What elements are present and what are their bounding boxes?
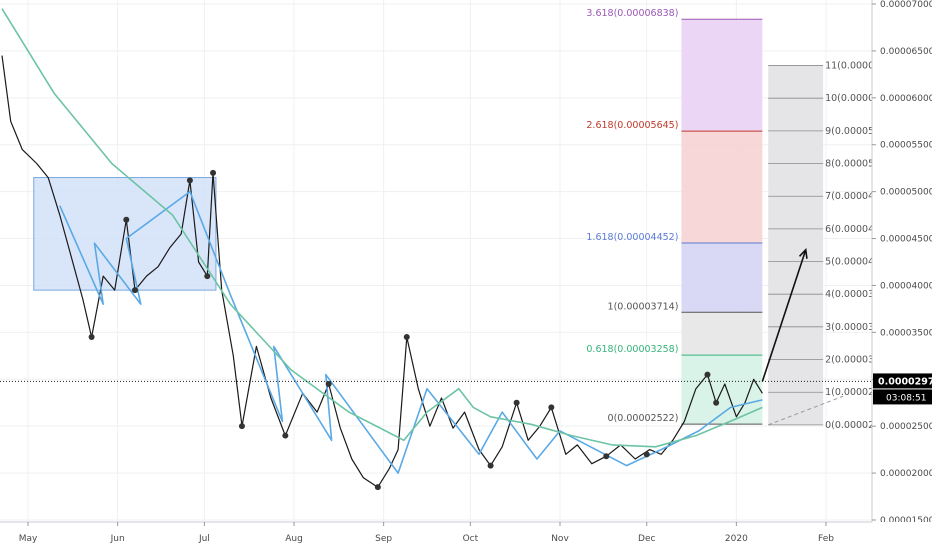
swing-marker: [403, 334, 410, 341]
fib-level-label: 2.618(0.00005645): [586, 120, 678, 131]
swing-marker: [643, 451, 650, 458]
fib-level-label: 1.618(0.00004452): [586, 232, 678, 243]
gann-level-label: 11(0.00006344): [825, 61, 902, 72]
swing-marker: [548, 404, 555, 411]
gann-level-label: 3(0.00003559): [825, 322, 896, 333]
price-tick-label: 0.00006500: [880, 47, 932, 57]
gann-level-label: 6(0.00004603): [825, 224, 896, 235]
fib-zone-band: [681, 131, 763, 244]
swing-marker: [210, 169, 217, 176]
last-price-label: 0.00002977: [878, 376, 932, 387]
last-price-badge: [873, 373, 932, 389]
series-line: [1, 8, 763, 448]
price-tick-label: 0.00007000: [880, 0, 932, 10]
swing-marker: [374, 484, 381, 491]
time-tick-label: Jun: [110, 534, 125, 544]
time-tick-label: Sep: [375, 534, 392, 544]
swing-marker: [513, 399, 520, 406]
swing-marker: [603, 453, 610, 460]
fib-level-label: 3.618(0.00006838): [586, 8, 678, 19]
fib-level-label: 0(0.00002522): [608, 413, 679, 424]
price-tick-label: 0.00002500: [880, 422, 932, 432]
drawing-overlays: [0, 169, 872, 491]
gann-level-label: 1(0.00002862): [825, 387, 896, 398]
countdown-label: 03:08:51: [886, 393, 926, 403]
time-tick-label: Oct: [463, 534, 479, 544]
time-tick-label: Nov: [551, 534, 569, 544]
swing-marker: [325, 380, 332, 387]
countdown-badge: [873, 389, 932, 405]
swing-marker: [282, 432, 289, 439]
gann-level-label: 4(0.00003907): [825, 289, 896, 300]
gann-level-label: 8(0.00005300): [825, 158, 896, 169]
projection-arrow: [761, 249, 807, 382]
swing-marker: [123, 216, 130, 223]
gann-level-label: 9(0.00005648): [825, 126, 896, 137]
fib-extension-zones: 0(0.00002522) 0.618(0.00003258) 1(0.000037…: [33, 8, 902, 431]
gann-fan-line: [767, 395, 844, 426]
range-box: [33, 177, 217, 291]
gann-level-label: 5(0.00004255): [825, 257, 896, 268]
fib-zone-band: [681, 243, 763, 313]
swing-marker: [186, 177, 193, 184]
swing-marker: [487, 462, 494, 469]
price-tick-label: 0.00004000: [880, 281, 932, 291]
swing-marker: [131, 287, 138, 294]
gann-level-label: 7(0.00004951): [825, 191, 896, 202]
swing-marker: [238, 423, 245, 430]
fib-level-label: 1(0.00003714): [608, 301, 679, 312]
gann-zone-band: [768, 65, 824, 425]
time-tick-label: Jul: [198, 534, 210, 544]
price-tick-label: 0.00002000: [880, 469, 932, 479]
fib-zone-band: [681, 312, 763, 356]
gann-level-label: 10(0.00005996): [825, 93, 902, 104]
time-tick-label: Aug: [285, 534, 303, 544]
price-axis-panel: [872, 0, 932, 550]
time-tick-label: Feb: [818, 534, 834, 544]
fib-zone-band: [681, 19, 763, 132]
price-tick-label: 0.00004500: [880, 235, 932, 245]
swing-marker: [713, 399, 720, 406]
price-tick-label: 0.00005500: [880, 141, 932, 151]
swing-marker: [704, 371, 711, 378]
gann-level-label: 2(0.00003211): [825, 354, 896, 365]
price-tick-label: 0.00006000: [880, 94, 932, 104]
time-tick-label: Dec: [638, 534, 655, 544]
time-tick-label: May: [19, 534, 38, 544]
projection-arrow-head: [798, 248, 808, 259]
price-tick-label: 0.00001500: [880, 516, 932, 526]
fib-level-label: 0.618(0.00003258): [586, 344, 678, 355]
price-tick-label: 0.00003500: [880, 328, 932, 338]
time-axis-panel: [0, 522, 932, 550]
gann-level-label: 0(0.00002514): [825, 420, 896, 431]
time-tick-label: 2020: [725, 534, 748, 544]
swing-marker: [88, 334, 95, 341]
series-line: [59, 190, 763, 474]
price-tick-label: 0.00005000: [880, 188, 932, 198]
swing-marker: [204, 273, 211, 280]
